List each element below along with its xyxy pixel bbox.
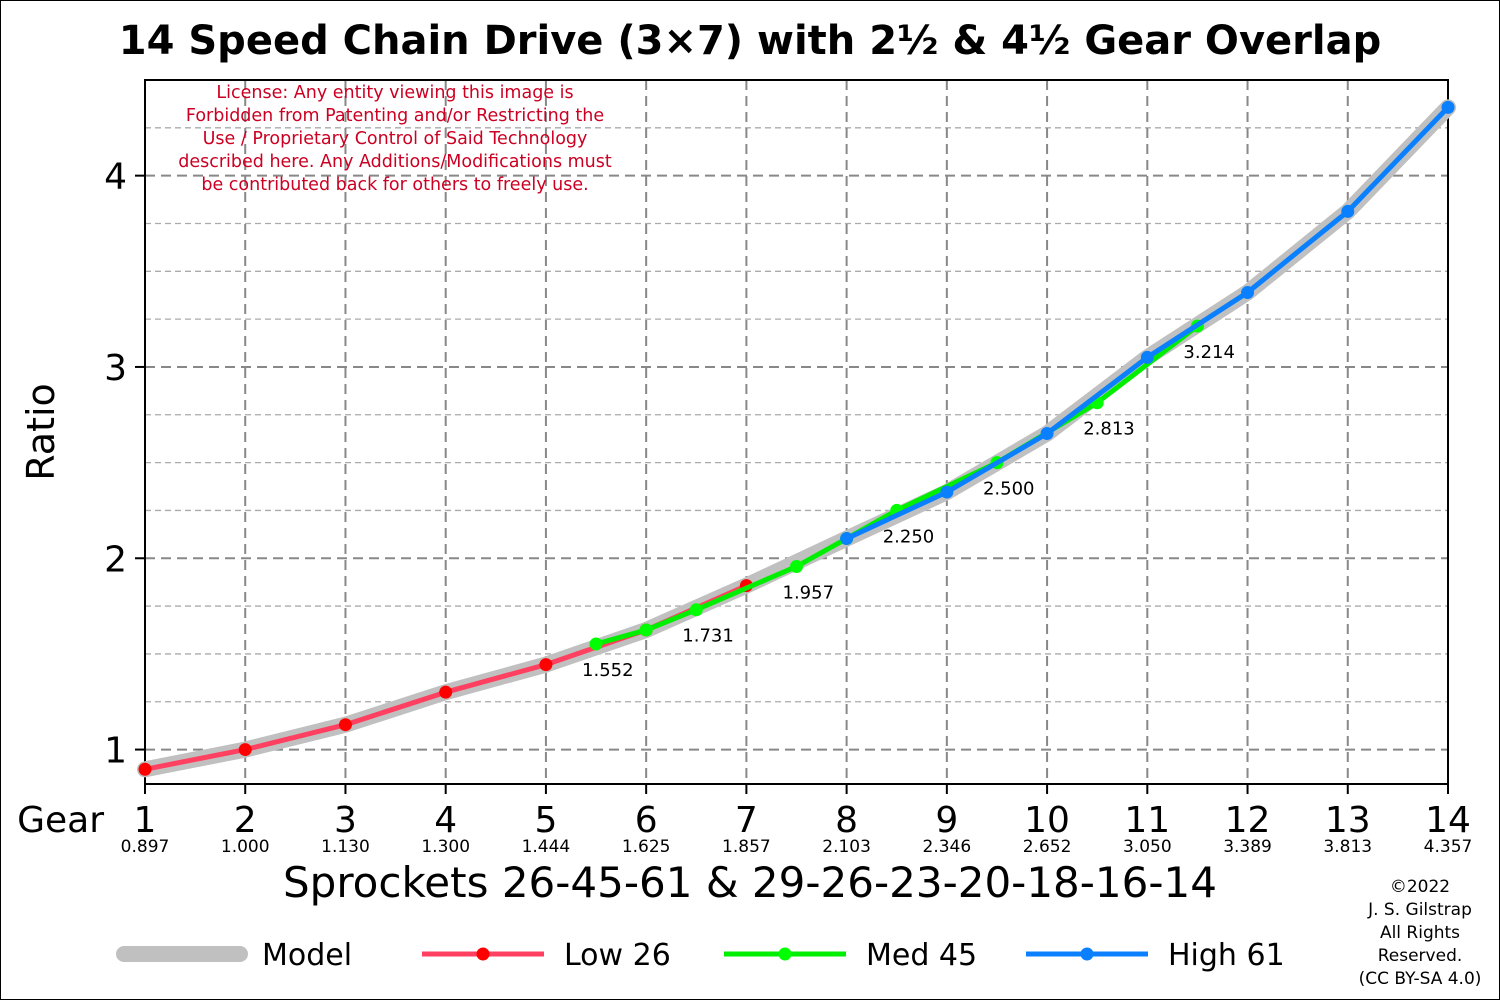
legend-marker-high-61 — [1080, 947, 1094, 961]
y-tick-label: 4 — [104, 157, 127, 198]
data-point-low-26 — [439, 685, 453, 699]
series-layer — [137, 99, 1456, 778]
license-notice: License: Any entity viewing this image i… — [178, 83, 612, 195]
x-tick-ratio-label: 2.346 — [923, 837, 972, 857]
grid-lines — [145, 80, 1448, 784]
legend-marker-low-26 — [476, 947, 490, 961]
data-point-low-26 — [238, 743, 252, 757]
data-label: 2.250 — [883, 526, 935, 547]
data-point-high-61 — [1441, 100, 1455, 114]
data-point-high-61 — [1040, 427, 1054, 441]
x-tick-label: 14 — [1425, 800, 1471, 841]
data-point-low-26 — [138, 762, 152, 776]
data-point-med-45 — [790, 559, 803, 573]
data-label: 2.813 — [1083, 419, 1135, 440]
x-tick-label: 3 — [334, 800, 357, 841]
x-tick-ratio-label: 1.444 — [522, 837, 571, 857]
x-tick-ratio-label: 1.000 — [221, 837, 270, 857]
x-axis-ticks: 10.897 21.000 31.130 41.300 51.444 61.625 71.8… — [121, 784, 1473, 857]
legend-marker-med-45 — [778, 947, 792, 961]
x-tick-ratio-label: 3.813 — [1323, 837, 1372, 857]
x-tick-ratio-label: 2.103 — [822, 837, 871, 857]
copyright-line: (CC BY-SA 4.0) — [1359, 969, 1482, 989]
x-axis-label: Sprockets 26-45-61 & 29-26-23-20-18-16-1… — [283, 858, 1217, 907]
x-tick-label: 6 — [635, 800, 658, 841]
series-line-med-45 — [593, 323, 1200, 647]
copyright-notice: ©2022 J. S. Gilstrap All Rights Reserved… — [1359, 877, 1482, 989]
x-tick-label: 9 — [935, 800, 958, 841]
series-line-model — [137, 99, 1456, 778]
license-line: be contributed back for others to freely… — [201, 175, 588, 195]
license-line: License: Any entity viewing this image i… — [216, 83, 573, 103]
data-point-high-61 — [1241, 286, 1255, 300]
chart-title: 14 Speed Chain Drive (3×7) with 2½ & 4½ … — [119, 18, 1381, 64]
data-label: 1.731 — [682, 626, 734, 647]
data-point-low-26 — [539, 658, 553, 672]
x-tick-ratio-label: 3.389 — [1223, 837, 1272, 857]
data-point-low-26 — [338, 718, 352, 732]
data-label: 1.957 — [783, 582, 835, 603]
x-tick-label: 11 — [1124, 800, 1170, 841]
data-label: 3.214 — [1183, 342, 1235, 363]
copyright-line: ©2022 — [1390, 877, 1450, 897]
x-tick-ratio-label: 4.357 — [1424, 837, 1473, 857]
data-point-med-45 — [689, 603, 703, 617]
copyright-line: J. S. Gilstrap — [1367, 900, 1472, 920]
x-tick-ratio-label: 3.050 — [1123, 837, 1172, 857]
x-tick-label: 7 — [735, 800, 758, 841]
legend: Model Low 26 Med 45 High 61 — [116, 938, 1285, 973]
data-point-high-61 — [840, 532, 854, 546]
x-tick-ratio-label: 2.652 — [1023, 837, 1072, 857]
copyright-line: All Rights — [1380, 923, 1460, 943]
x-tick-ratio-label: 1.300 — [421, 837, 470, 857]
y-tick-label: 3 — [104, 348, 127, 389]
x-tick-ratio-label: 0.897 — [121, 837, 170, 857]
x-tick-label: 5 — [534, 800, 557, 841]
x-tick-label: 2 — [234, 800, 257, 841]
x-tick-ratio-label: 1.857 — [722, 837, 771, 857]
y-tick-label: 2 — [104, 539, 127, 580]
annotation-layer: 1.552 1.731 1.957 2.250 2.500 2.813 3.214 — [582, 342, 1235, 681]
legend-label-low-26: Low 26 — [564, 938, 671, 973]
x-tick-label: 4 — [434, 800, 457, 841]
legend-label-model: Model — [262, 938, 352, 973]
data-point-high-61 — [1140, 350, 1154, 364]
x-tick-label: 13 — [1325, 800, 1371, 841]
y-axis-label: Ratio — [19, 383, 63, 481]
x-tick-ratio-label: 1.625 — [622, 837, 671, 857]
x-tick-label: 10 — [1024, 800, 1070, 841]
license-line: described here. Any Additions/Modificati… — [178, 152, 612, 172]
data-point-med-45 — [639, 623, 653, 637]
x-tick-label: 1 — [134, 800, 157, 841]
legend-label-high-61: High 61 — [1168, 938, 1285, 973]
data-label: 1.552 — [582, 660, 634, 681]
data-label: 2.500 — [983, 479, 1035, 500]
y-axis-ticks: 1 2 3 4 — [104, 157, 145, 772]
data-point-high-61 — [940, 485, 954, 499]
x-tick-label: 8 — [835, 800, 858, 841]
y-tick-label: 1 — [104, 731, 127, 772]
data-point-high-61 — [1341, 204, 1355, 218]
x-tick-label: 12 — [1225, 800, 1271, 841]
copyright-line: Reserved. — [1378, 946, 1463, 966]
license-line: Use / Proprietary Control of Said Techno… — [203, 129, 588, 149]
x-tick-ratio-label: 1.130 — [321, 837, 370, 857]
legend-label-med-45: Med 45 — [866, 938, 977, 973]
license-line: Forbidden from Patenting and/or Restrict… — [186, 106, 604, 126]
gear-label: Gear — [17, 800, 104, 841]
plot-area — [144, 79, 1449, 785]
data-point-med-45 — [589, 637, 603, 651]
